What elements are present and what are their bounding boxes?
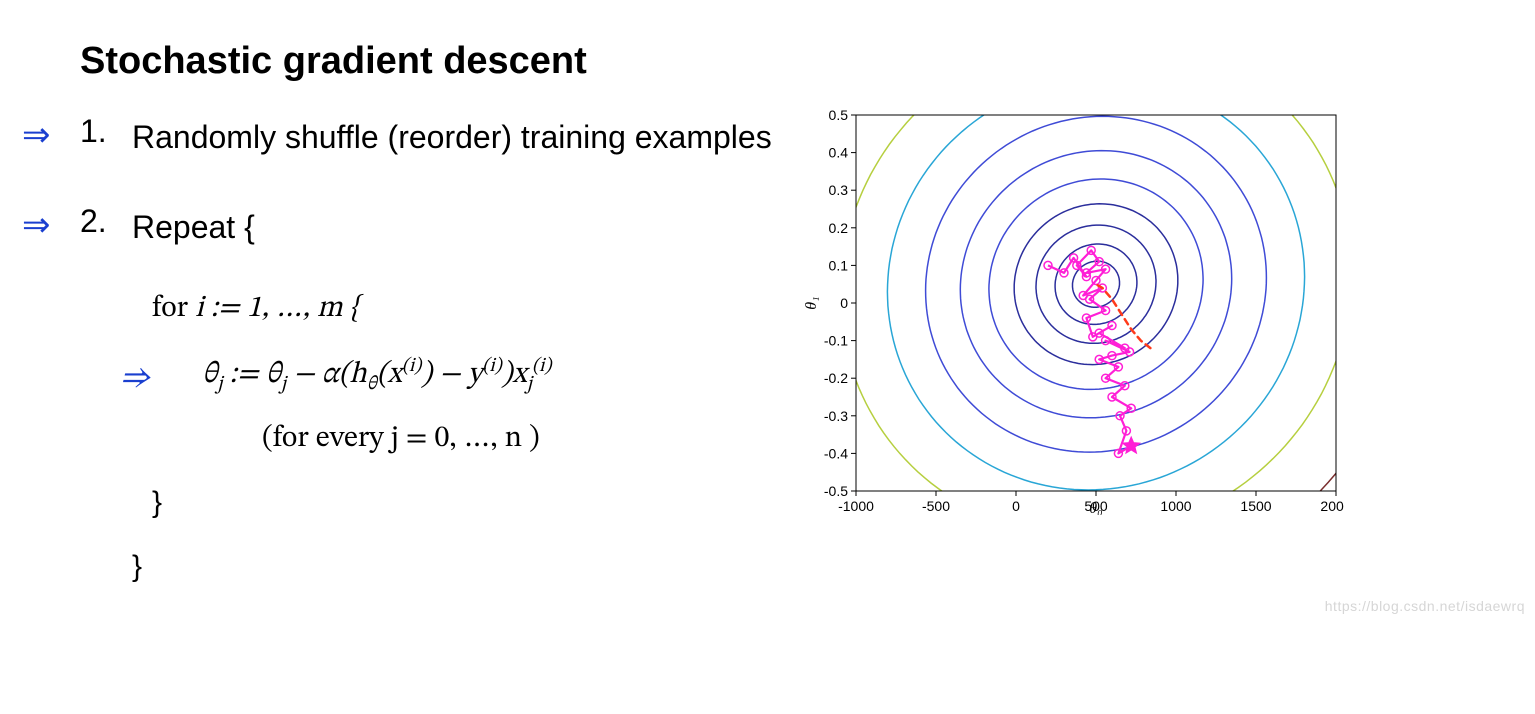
svg-text:-1000: -1000 <box>838 498 874 514</box>
svg-text:0.1: 0.1 <box>829 257 849 273</box>
svg-text:0.2: 0.2 <box>829 220 849 236</box>
step-2: ⇒ 2. Repeat { <box>80 203 780 253</box>
step-2-text: Repeat { <box>132 203 255 253</box>
svg-text:-0.2: -0.2 <box>824 370 848 386</box>
arrow-icon: ⇒ <box>22 115 51 155</box>
chart-svg: -1000-5000500100015002000-0.5-0.4-0.3-0.… <box>800 103 1344 515</box>
arrow-icon: ⇒ <box>122 350 150 408</box>
slide-root: Stochastic gradient descent ⇒ 1. Randoml… <box>0 0 1535 620</box>
svg-text:0.5: 0.5 <box>829 107 849 123</box>
svg-text:0: 0 <box>840 295 848 311</box>
svg-text:-0.1: -0.1 <box>824 333 848 349</box>
step-1-text: Randomly shuffle (reorder) training exam… <box>132 113 772 163</box>
brace-outer: } <box>132 540 780 594</box>
svg-text:0: 0 <box>1012 498 1020 514</box>
svg-text:2000: 2000 <box>1320 498 1344 514</box>
svg-text:1000: 1000 <box>1160 498 1191 514</box>
svg-text:θ₀: θ₀ <box>1089 500 1102 515</box>
step-1-num: 1. <box>80 113 132 150</box>
step-1: ⇒ 1. Randomly shuffle (reorder) training… <box>80 113 780 163</box>
main-row: ⇒ 1. Randomly shuffle (reorder) training… <box>80 113 1475 600</box>
step-2-num: 2. <box>80 203 132 240</box>
svg-text:-500: -500 <box>922 498 950 514</box>
nested-block: for i := 1, …, m { ⇒ θj := θj − α(hθ(x(i… <box>80 282 780 594</box>
svg-text:-0.5: -0.5 <box>824 483 848 499</box>
svg-text:-0.4: -0.4 <box>824 445 848 461</box>
brace-inner: } <box>132 476 780 530</box>
svg-text:0.4: 0.4 <box>829 145 849 161</box>
svg-text:1500: 1500 <box>1240 498 1271 514</box>
arrow-icon: ⇒ <box>22 205 51 245</box>
for-line: for i := 1, …, m { <box>132 282 780 336</box>
svg-text:0.3: 0.3 <box>829 182 849 198</box>
svg-text:θ₁: θ₁ <box>803 296 820 309</box>
update-rule: ⇒ θj := θj − α(hθ(x(i)) − y(i))xj(i) <box>132 348 780 402</box>
contour-chart: -1000-5000500100015002000-0.5-0.4-0.3-0.… <box>800 103 1360 515</box>
for-every-line: (for every j = 0, …, n ) <box>132 412 780 466</box>
left-column: ⇒ 1. Randomly shuffle (reorder) training… <box>80 113 780 600</box>
svg-text:-0.3: -0.3 <box>824 408 848 424</box>
watermark: https://blog.csdn.net/isdaewrq <box>1325 598 1525 614</box>
page-title: Stochastic gradient descent <box>80 40 1475 83</box>
